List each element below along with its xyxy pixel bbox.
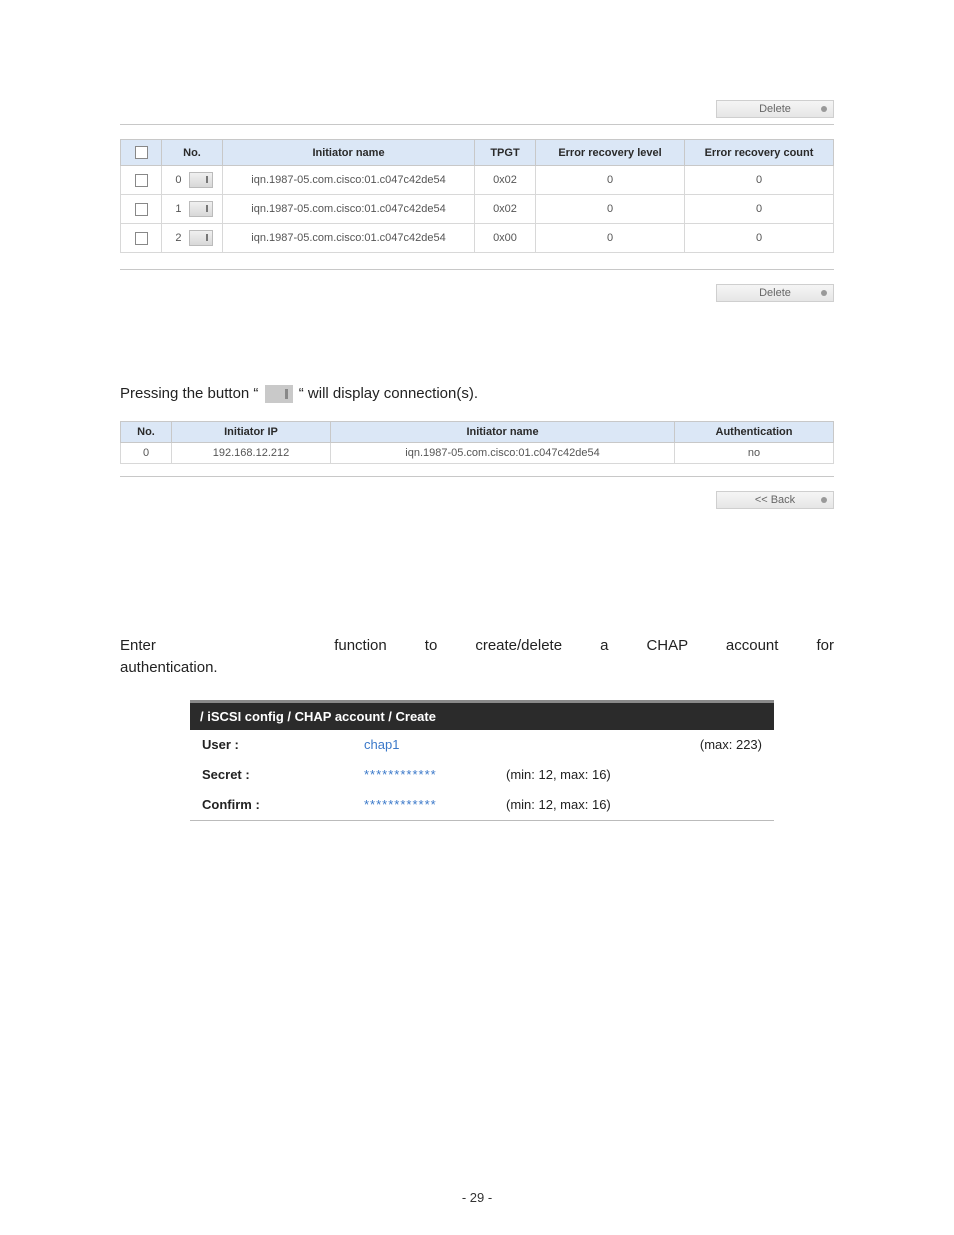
- form-breadcrumb: / iSCSI config / CHAP account / Create: [190, 703, 774, 730]
- text-authentication: authentication.: [120, 657, 834, 680]
- page-number: - 29 -: [0, 1190, 954, 1205]
- cell-no: 1: [162, 195, 223, 224]
- table-row: 2 iqn.1987-05.com.cisco:01.c047c42de54 0…: [121, 224, 834, 253]
- user-label: User :: [202, 737, 362, 752]
- table-row: 1 iqn.1987-05.com.cisco:01.c047c42de54 0…: [121, 195, 834, 224]
- delete-button-top[interactable]: Delete: [716, 100, 834, 118]
- cell-tpgt: 0x00: [475, 224, 536, 253]
- checkbox-all[interactable]: [135, 146, 148, 159]
- cell-level: 0: [536, 166, 685, 195]
- row-checkbox[interactable]: [135, 174, 148, 187]
- cell-no: 0: [121, 442, 172, 463]
- col-name: Initiator name: [331, 421, 675, 442]
- separator: [120, 476, 834, 477]
- table-header-row: No. Initiator IP Initiator name Authenti…: [121, 421, 834, 442]
- col-err-count: Error recovery count: [685, 140, 834, 166]
- row-checkbox[interactable]: [135, 232, 148, 245]
- col-err-level: Error recovery level: [536, 140, 685, 166]
- delete-button-bottom[interactable]: Delete: [716, 284, 834, 302]
- cell-name: iqn.1987-05.com.cisco:01.c047c42de54: [223, 195, 475, 224]
- col-no: No.: [121, 421, 172, 442]
- confirm-hint: (min: 12, max: 16): [506, 797, 611, 812]
- text-function-line: function to create/delete a CHAP account…: [334, 635, 834, 658]
- row-checkbox[interactable]: [135, 203, 148, 216]
- col-initiator-name: Initiator name: [223, 140, 475, 166]
- table-row: 0 192.168.12.212 iqn.1987-05.com.cisco:0…: [121, 442, 834, 463]
- table-row: 0 iqn.1987-05.com.cisco:01.c047c42de54 0…: [121, 166, 834, 195]
- col-tpgt: TPGT: [475, 140, 536, 166]
- sessions-table: No. Initiator name TPGT Error recovery l…: [120, 139, 834, 253]
- text-enter: Enter: [120, 635, 156, 658]
- cell-name: iqn.1987-05.com.cisco:01.c047c42de54: [331, 442, 675, 463]
- table-header-row: No. Initiator name TPGT Error recovery l…: [121, 140, 834, 166]
- instruction-text: Pressing the button “ “ will display con…: [120, 383, 834, 406]
- expand-icon[interactable]: [189, 201, 213, 217]
- secret-hint: (min: 12, max: 16): [506, 767, 611, 782]
- col-ip: Initiator IP: [172, 421, 331, 442]
- col-auth: Authentication: [675, 421, 834, 442]
- cell-name: iqn.1987-05.com.cisco:01.c047c42de54: [223, 224, 475, 253]
- cell-ip: 192.168.12.212: [172, 442, 331, 463]
- text-before-icon: Pressing the button “: [120, 385, 263, 402]
- user-hint: (max: 223): [700, 737, 762, 752]
- expand-icon[interactable]: [189, 230, 213, 246]
- user-field[interactable]: [362, 736, 496, 754]
- cell-level: 0: [536, 224, 685, 253]
- row-number: 2: [171, 232, 181, 244]
- expand-icon-inline: [265, 385, 293, 403]
- chap-create-form: / iSCSI config / CHAP account / Create U…: [190, 700, 774, 821]
- text-after-icon: “ will display connection(s).: [295, 385, 478, 402]
- cell-count: 0: [685, 224, 834, 253]
- separator: [120, 269, 834, 270]
- separator: [120, 124, 834, 125]
- connection-table: No. Initiator IP Initiator name Authenti…: [120, 421, 834, 464]
- confirm-label: Confirm :: [202, 797, 362, 812]
- secret-label: Secret :: [202, 767, 362, 782]
- chap-instruction: Enter function to create/delete a CHAP a…: [120, 635, 834, 680]
- row-number: 1: [171, 203, 181, 215]
- cell-count: 0: [685, 166, 834, 195]
- cell-count: 0: [685, 195, 834, 224]
- cell-auth: no: [675, 442, 834, 463]
- back-button[interactable]: << Back: [716, 491, 834, 509]
- cell-no: 2: [162, 224, 223, 253]
- col-checkbox: [121, 140, 162, 166]
- cell-level: 0: [536, 195, 685, 224]
- row-number: 0: [171, 174, 181, 186]
- cell-tpgt: 0x02: [475, 166, 536, 195]
- cell-tpgt: 0x02: [475, 195, 536, 224]
- cell-name: iqn.1987-05.com.cisco:01.c047c42de54: [223, 166, 475, 195]
- col-no: No.: [162, 140, 223, 166]
- cell-no: 0: [162, 166, 223, 195]
- secret-field[interactable]: [362, 766, 496, 784]
- expand-icon[interactable]: [189, 172, 213, 188]
- confirm-field[interactable]: [362, 796, 496, 814]
